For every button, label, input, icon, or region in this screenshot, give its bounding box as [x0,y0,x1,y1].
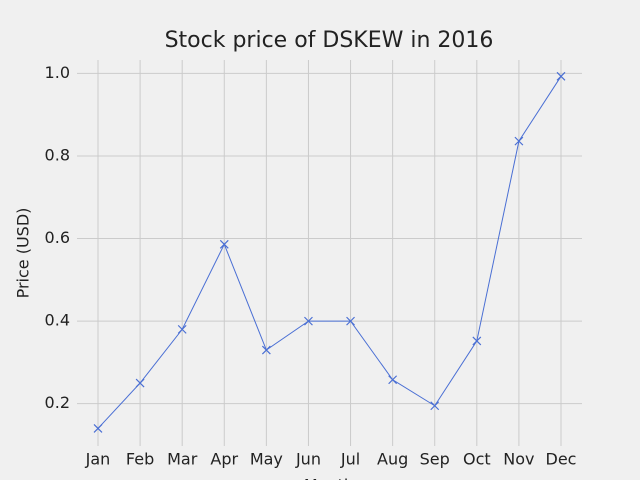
marker [556,71,566,81]
marker [93,424,103,433]
x-tick-label: Jun [295,450,321,469]
y-axis-label: Price (USD) [14,208,33,299]
x-axis-label: Month [304,476,354,480]
x-tick-label: Dec [546,450,577,469]
x-tick-label: Nov [503,450,534,469]
y-tick-label: 0.6 [45,228,70,247]
x-tick-label: Jul [340,450,360,469]
x-tick-label: Jan [85,450,111,469]
x-tick-label: May [250,450,283,469]
chart-title: Stock price of DSKEW in 2016 [165,28,494,53]
marker [304,316,313,326]
x-tick-label: Feb [126,450,154,469]
marker [177,324,187,334]
marker [514,136,524,146]
marker [219,239,229,249]
marker [346,316,355,326]
x-tick-label: Aug [377,450,408,469]
marker [430,401,440,411]
x-tick-label: Oct [463,450,491,469]
y-tick-label: 0.8 [45,145,70,164]
x-tick-label: Sep [420,450,450,469]
x-tick-label: Apr [210,450,238,469]
marker [472,336,482,346]
x-tick-label: Mar [167,450,198,469]
marker [135,378,145,388]
y-tick-label: 0.2 [45,393,70,412]
y-tick-label: 0.4 [45,311,70,330]
y-tick-label: 1.0 [45,63,70,82]
marker [261,345,271,355]
line [97,76,562,429]
marker [388,375,398,385]
